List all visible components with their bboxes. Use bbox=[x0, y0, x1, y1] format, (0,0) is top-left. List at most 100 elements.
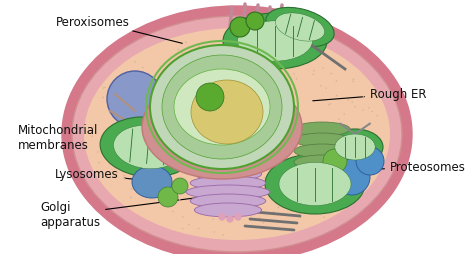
Circle shape bbox=[121, 132, 123, 134]
Circle shape bbox=[214, 90, 216, 92]
Circle shape bbox=[196, 161, 198, 163]
Circle shape bbox=[338, 119, 340, 120]
Circle shape bbox=[219, 214, 225, 220]
Circle shape bbox=[284, 188, 286, 190]
Circle shape bbox=[142, 68, 144, 69]
Ellipse shape bbox=[150, 46, 294, 169]
Text: Proteosomes: Proteosomes bbox=[333, 161, 466, 174]
Circle shape bbox=[313, 71, 315, 72]
Circle shape bbox=[273, 211, 274, 213]
Ellipse shape bbox=[237, 22, 312, 62]
Circle shape bbox=[129, 163, 131, 165]
Ellipse shape bbox=[113, 126, 182, 169]
Circle shape bbox=[263, 222, 264, 224]
Text: Mitochondrial
membranes: Mitochondrial membranes bbox=[18, 123, 127, 151]
Circle shape bbox=[257, 37, 258, 38]
Circle shape bbox=[221, 193, 223, 195]
Circle shape bbox=[107, 72, 163, 128]
Ellipse shape bbox=[194, 203, 262, 217]
Circle shape bbox=[267, 58, 268, 60]
Ellipse shape bbox=[100, 117, 196, 178]
Circle shape bbox=[240, 176, 241, 178]
Circle shape bbox=[340, 139, 360, 159]
Circle shape bbox=[238, 193, 240, 195]
Circle shape bbox=[290, 110, 291, 112]
Circle shape bbox=[363, 97, 364, 98]
Ellipse shape bbox=[335, 135, 375, 160]
Circle shape bbox=[273, 123, 274, 124]
Circle shape bbox=[293, 196, 294, 197]
Circle shape bbox=[339, 160, 341, 161]
Circle shape bbox=[366, 156, 367, 157]
Circle shape bbox=[273, 79, 274, 81]
Circle shape bbox=[205, 158, 206, 160]
Circle shape bbox=[267, 117, 269, 118]
Ellipse shape bbox=[294, 122, 350, 136]
Circle shape bbox=[123, 165, 125, 166]
Circle shape bbox=[272, 174, 273, 176]
Circle shape bbox=[262, 109, 263, 110]
Circle shape bbox=[235, 208, 237, 210]
Ellipse shape bbox=[186, 185, 270, 199]
Circle shape bbox=[202, 164, 203, 165]
Circle shape bbox=[243, 80, 245, 81]
Circle shape bbox=[288, 121, 289, 123]
Circle shape bbox=[336, 96, 337, 97]
Circle shape bbox=[310, 147, 311, 148]
Circle shape bbox=[235, 214, 241, 220]
Circle shape bbox=[182, 52, 183, 54]
Circle shape bbox=[116, 106, 118, 108]
Circle shape bbox=[118, 168, 120, 169]
Circle shape bbox=[237, 134, 239, 136]
Circle shape bbox=[258, 45, 260, 47]
Circle shape bbox=[337, 176, 339, 178]
Circle shape bbox=[368, 107, 370, 109]
Circle shape bbox=[184, 61, 196, 73]
Circle shape bbox=[221, 160, 223, 162]
Circle shape bbox=[241, 119, 242, 120]
Circle shape bbox=[227, 50, 228, 51]
Circle shape bbox=[294, 46, 296, 48]
Circle shape bbox=[213, 231, 215, 233]
Circle shape bbox=[268, 104, 270, 106]
Circle shape bbox=[352, 81, 354, 83]
Circle shape bbox=[275, 47, 277, 48]
Circle shape bbox=[346, 192, 348, 194]
Ellipse shape bbox=[84, 29, 390, 240]
Circle shape bbox=[164, 168, 166, 169]
Circle shape bbox=[98, 162, 100, 164]
Circle shape bbox=[182, 228, 183, 229]
Circle shape bbox=[326, 145, 328, 147]
Circle shape bbox=[210, 75, 212, 77]
Ellipse shape bbox=[327, 130, 383, 165]
Circle shape bbox=[344, 114, 345, 115]
Circle shape bbox=[324, 199, 326, 200]
Circle shape bbox=[110, 96, 111, 97]
Circle shape bbox=[182, 216, 183, 218]
Circle shape bbox=[102, 88, 104, 89]
Circle shape bbox=[198, 49, 200, 50]
Circle shape bbox=[198, 107, 200, 108]
Ellipse shape bbox=[294, 145, 350, 158]
Ellipse shape bbox=[190, 194, 266, 208]
Circle shape bbox=[315, 146, 316, 148]
Circle shape bbox=[110, 145, 112, 147]
Circle shape bbox=[124, 100, 126, 101]
Circle shape bbox=[361, 175, 362, 176]
Text: Lysosomes: Lysosomes bbox=[55, 168, 147, 181]
Circle shape bbox=[171, 66, 173, 68]
Circle shape bbox=[278, 76, 280, 77]
Circle shape bbox=[204, 159, 206, 161]
Circle shape bbox=[321, 165, 322, 167]
Circle shape bbox=[139, 120, 141, 121]
Circle shape bbox=[109, 164, 111, 165]
Circle shape bbox=[182, 68, 184, 70]
Circle shape bbox=[307, 198, 309, 199]
Circle shape bbox=[347, 100, 349, 101]
Circle shape bbox=[332, 175, 333, 176]
Circle shape bbox=[203, 121, 205, 122]
Ellipse shape bbox=[191, 81, 263, 145]
Circle shape bbox=[270, 47, 272, 49]
Ellipse shape bbox=[265, 154, 365, 214]
Circle shape bbox=[192, 188, 194, 189]
